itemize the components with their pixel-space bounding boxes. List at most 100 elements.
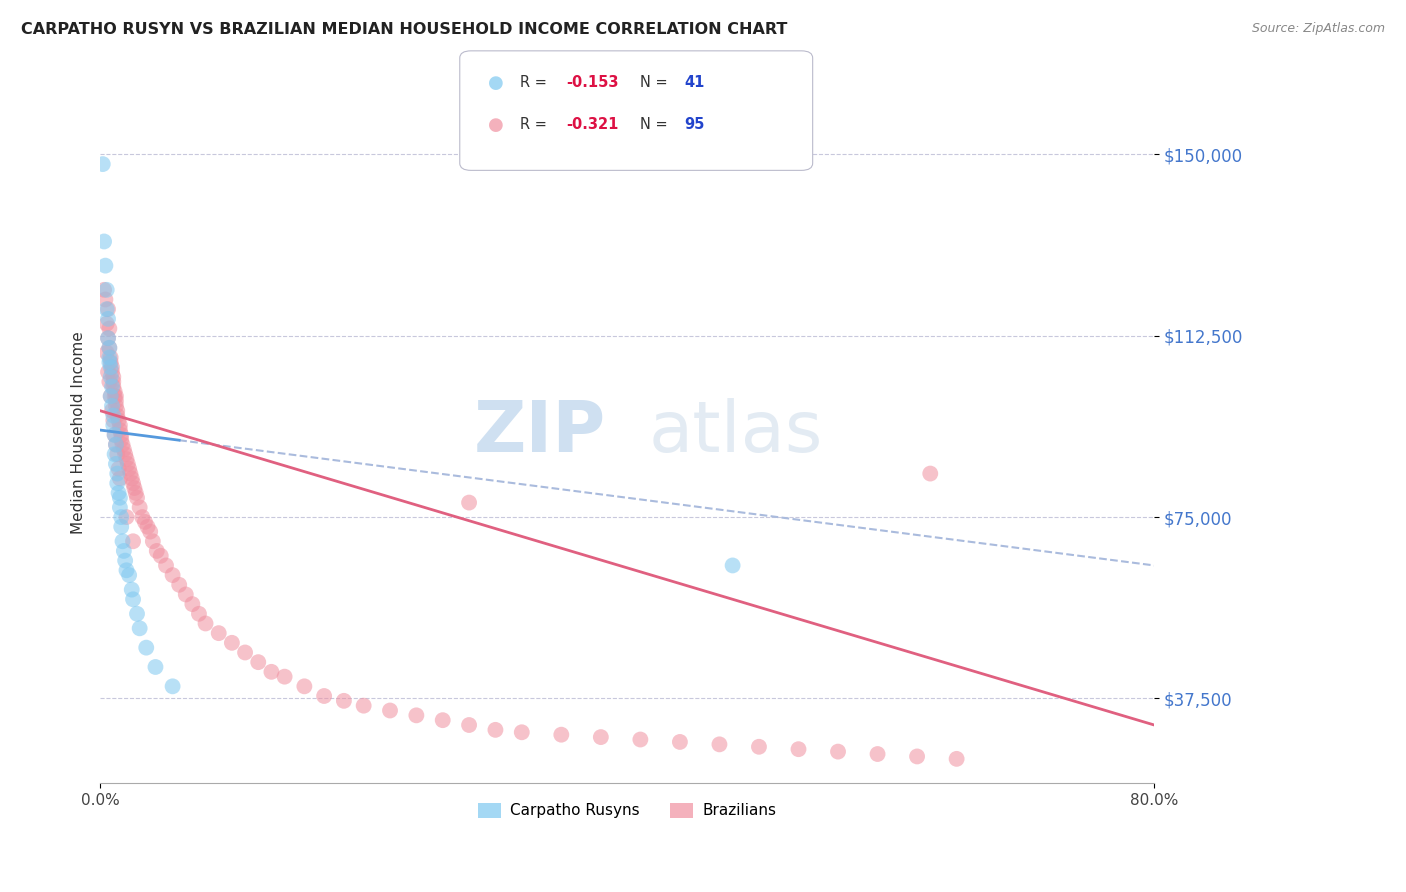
Point (115, 452, 138, 467)
Point (100, 389, 122, 403)
Point (104, 447, 127, 461)
Point (101, 365, 124, 379)
Point (174, 587, 197, 601)
Text: CARPATHO RUSYN VS BRAZILIAN MEDIAN HOUSEHOLD INCOME CORRELATION CHART: CARPATHO RUSYN VS BRAZILIAN MEDIAN HOUSE… (21, 22, 787, 37)
Text: Source: ZipAtlas.com: Source: ZipAtlas.com (1251, 22, 1385, 36)
Point (247, 655, 270, 669)
Point (104, 389, 127, 403)
Text: R =: R = (520, 118, 551, 132)
Point (589, 730, 612, 744)
Point (96, 345, 118, 359)
Point (484, 723, 506, 737)
Point (96, 302, 118, 317)
Point (104, 389, 127, 403)
Point (125, 607, 148, 621)
Point (98, 351, 121, 365)
Point (260, 665, 283, 679)
Text: N =: N = (640, 118, 672, 132)
Point (353, 698, 375, 713)
Text: ●: ● (488, 116, 505, 134)
Point (128, 500, 150, 515)
Point (94, 293, 117, 307)
Point (108, 418, 131, 433)
Point (111, 437, 134, 451)
Point (118, 568, 141, 582)
Text: 95: 95 (685, 118, 704, 132)
Point (103, 369, 125, 384)
Point (145, 660, 167, 674)
Point (550, 728, 572, 742)
Point (920, 467, 942, 481)
Point (118, 461, 141, 475)
Point (221, 636, 243, 650)
Point (107, 461, 129, 475)
Point (131, 510, 153, 524)
Point (104, 437, 127, 451)
Text: ZIP: ZIP (474, 398, 606, 467)
Point (114, 553, 136, 567)
Point (104, 428, 127, 442)
Point (104, 399, 127, 413)
Point (103, 413, 125, 427)
Point (103, 375, 125, 389)
Text: atlas: atlas (648, 398, 823, 467)
Point (721, 558, 744, 573)
Point (905, 749, 928, 764)
Point (669, 735, 692, 749)
Point (628, 732, 651, 747)
Point (105, 447, 128, 461)
Text: R =: R = (520, 76, 551, 90)
Point (194, 616, 217, 631)
Point (124, 481, 146, 495)
Text: 41: 41 (685, 76, 704, 90)
Point (233, 645, 256, 659)
Point (748, 739, 770, 754)
Point (104, 394, 127, 409)
Point (100, 360, 122, 375)
Point (96, 317, 118, 331)
Point (709, 737, 731, 751)
Point (111, 534, 134, 549)
Point (139, 524, 162, 539)
Point (97, 365, 120, 379)
Point (103, 379, 125, 393)
Point (125, 491, 148, 505)
Text: ●: ● (488, 74, 505, 92)
Point (149, 549, 172, 563)
Point (121, 471, 143, 485)
Point (108, 500, 131, 515)
Point (93, 283, 115, 297)
Point (98, 341, 121, 355)
Point (96, 283, 118, 297)
Point (112, 442, 135, 457)
Point (136, 520, 159, 534)
Point (104, 437, 127, 451)
Point (110, 520, 132, 534)
Point (107, 486, 129, 500)
Point (155, 558, 177, 573)
Text: N =: N = (640, 76, 672, 90)
Point (945, 752, 967, 766)
Point (333, 694, 356, 708)
Point (100, 389, 122, 403)
Point (101, 403, 124, 417)
Point (104, 457, 127, 471)
Point (105, 409, 128, 423)
Point (97, 331, 120, 345)
Point (378, 704, 401, 718)
Point (122, 592, 145, 607)
Legend: Carpatho Rusyns, Brazilians: Carpatho Rusyns, Brazilians (472, 797, 783, 824)
Point (181, 597, 204, 611)
Point (120, 467, 142, 481)
Point (146, 544, 169, 558)
Point (121, 582, 143, 597)
Point (125, 486, 148, 500)
Point (110, 510, 132, 524)
Point (100, 351, 122, 365)
Point (103, 409, 125, 423)
Point (105, 476, 128, 491)
Point (188, 607, 211, 621)
Point (110, 433, 132, 447)
Point (115, 510, 138, 524)
Point (101, 399, 124, 413)
